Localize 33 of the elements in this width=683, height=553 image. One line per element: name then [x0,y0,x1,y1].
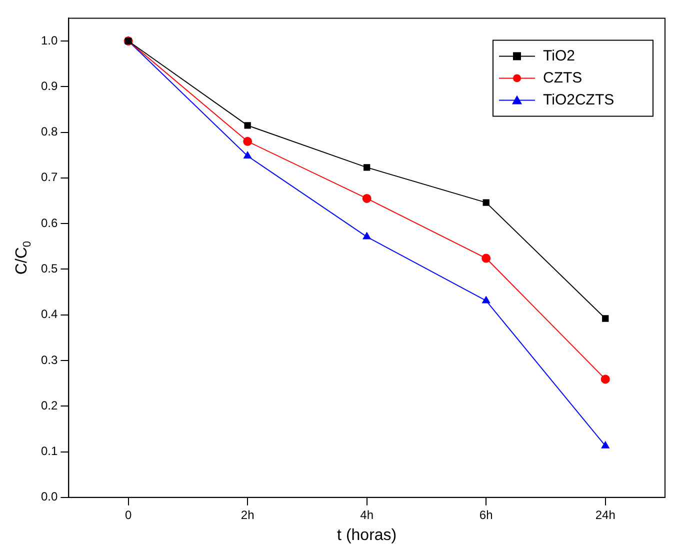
legend-label: CZTS [543,69,582,86]
x-tick-label: 2h [240,508,254,522]
y-tick-label: 0.1 [40,444,58,458]
y-axis-title: C/C0 [14,240,34,275]
y-tick-label: 0.0 [40,490,58,504]
y-tick-label: 0.9 [40,78,58,93]
point [244,152,252,159]
point [482,199,490,206]
y-tick-label: 0.4 [40,307,58,322]
point [602,315,609,322]
point [362,232,371,240]
x-tick-label: 24h [595,508,616,522]
x-tick-label: 4h [360,508,374,522]
point [244,122,251,129]
point [362,194,372,203]
y-tick-label: 1.0 [40,33,58,48]
x-tick-label: 0 [124,508,132,522]
legend-label: TiO2 [543,47,575,64]
y-tick-label: 0.7 [40,170,58,184]
y-tick-label: 0.8 [40,124,58,139]
point [364,164,370,171]
legend-label: TiO2CZTS [543,91,614,108]
point [482,254,491,263]
point [243,136,252,146]
point [600,374,610,384]
x-axis-title: t (horas) [337,526,397,544]
y-tick-label: 0.2 [40,398,58,412]
point [601,441,610,448]
point [482,296,490,304]
x-tick-label: 6h [479,508,493,522]
y-tick-label: 0.6 [40,216,58,230]
y-tick-label: 0.3 [40,352,58,367]
y-tick-label: 0.5 [40,262,58,276]
